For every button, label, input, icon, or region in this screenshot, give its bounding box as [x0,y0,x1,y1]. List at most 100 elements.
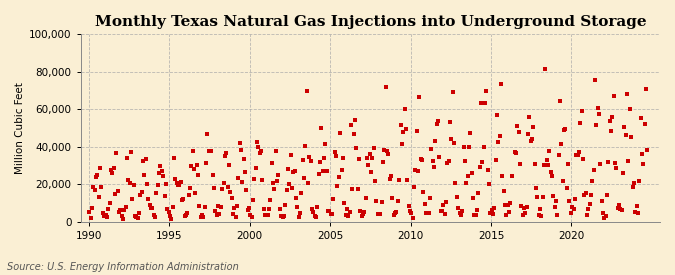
Point [631,204,642,208]
Point [623,158,634,163]
Point [108,166,119,170]
Point [618,171,628,175]
Point [385,173,396,178]
Point [188,167,199,171]
Point [615,207,626,212]
Point [336,167,347,172]
Point [363,163,374,168]
Point [518,206,529,210]
Point [506,173,517,178]
Point [446,137,457,141]
Point [529,162,540,167]
Point [532,195,543,199]
Point [275,207,286,211]
Point [437,208,448,213]
Point [159,194,170,198]
Point [117,217,128,221]
Point [230,214,241,219]
Point [476,101,487,105]
Point [225,190,236,194]
Point [96,185,107,189]
Point [552,213,563,217]
Point [381,85,392,89]
Point [240,170,250,174]
Point [479,145,489,150]
Point [543,163,554,167]
Point [412,169,423,173]
Point [635,116,646,120]
Point [111,150,122,155]
Point [425,196,435,201]
Point [162,207,173,211]
Point [340,213,351,217]
Point [227,212,238,216]
Point [144,203,155,207]
Point [626,135,637,139]
Point [620,133,631,137]
Point [312,205,323,209]
Point [143,197,154,201]
Point [576,109,587,113]
Point [367,155,378,160]
Point [398,130,408,134]
Point [263,213,273,217]
Point [374,212,385,216]
Point [348,132,359,136]
Point [211,213,222,217]
Point [355,209,366,213]
Point [352,187,363,191]
Point [568,207,579,211]
Point [588,168,599,172]
Point [545,169,556,174]
Point [115,208,126,212]
Point [241,188,252,192]
Point [327,212,338,216]
Point [221,151,232,155]
Point [259,207,269,212]
Point [457,209,468,213]
Point [472,208,483,213]
Point [328,197,339,202]
Point [306,207,317,211]
Point [589,78,600,83]
Point [245,213,256,217]
Point [104,201,115,205]
Point [580,191,591,196]
Point [637,152,647,156]
Point [419,202,430,206]
Point [377,200,387,204]
Point [493,139,504,144]
Point [400,126,411,131]
Point [384,177,395,182]
Point [325,212,336,217]
Point [403,204,414,208]
Point [555,99,566,103]
Point [485,211,495,216]
Point [190,190,200,195]
Point [597,211,608,216]
Point [293,215,304,219]
Point [641,87,651,91]
Point [521,205,532,210]
Point [151,190,162,195]
Point [595,162,605,166]
Point [619,125,630,130]
Point [280,203,291,207]
Point [319,156,329,160]
Point [445,120,456,124]
Point [196,213,207,217]
Point [248,197,259,202]
Point [338,156,348,160]
Point [462,174,473,178]
Point [433,119,443,123]
Point [226,196,237,200]
Point [394,178,404,182]
Point [466,170,477,175]
Point [187,149,198,153]
Point [198,215,209,219]
Point [387,196,398,201]
Point [524,114,535,119]
Point [207,173,218,177]
Point [150,215,161,220]
Point [298,176,309,181]
